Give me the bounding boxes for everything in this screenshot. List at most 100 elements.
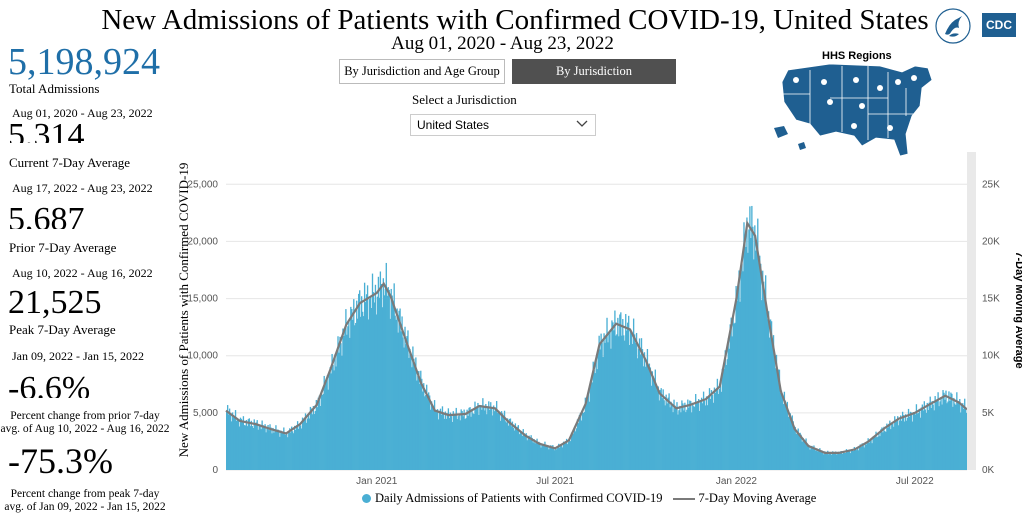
daily-admissions-bar: [933, 410, 935, 470]
daily-admissions-bar: [468, 407, 470, 470]
daily-admissions-bar: [591, 382, 593, 470]
daily-admissions-bar: [419, 383, 421, 470]
daily-admissions-bar: [562, 441, 565, 470]
daily-admissions-bar: [493, 405, 495, 470]
daily-admissions-bar: [417, 375, 419, 470]
daily-admissions-bar: [751, 205, 753, 471]
daily-admissions-bar: [408, 357, 410, 470]
daily-admissions-bar: [513, 430, 516, 470]
daily-admissions-bar: [450, 416, 453, 470]
daily-admissions-bar: [537, 443, 539, 470]
daily-admissions-bar: [258, 425, 260, 470]
daily-admissions-bar: [837, 451, 840, 470]
daily-admissions-bar: [509, 418, 512, 470]
x-axis-ticks: Jan 2021 Jul 2021 Jan 2022 Jul 2022: [356, 476, 934, 487]
daily-admissions-bar: [244, 425, 247, 470]
daily-admissions-bar: [248, 418, 250, 470]
daily-admissions-bar: [241, 422, 244, 470]
daily-admissions-bar: [288, 430, 290, 470]
daily-admissions-bar: [471, 408, 473, 470]
daily-admissions-bar: [875, 431, 877, 470]
daily-admissions-bar: [487, 407, 489, 470]
current-7day-avg-value: 5,314: [8, 119, 85, 143]
daily-admissions-bar: [924, 409, 926, 470]
daily-admissions-bar: [673, 399, 675, 470]
daily-admissions-bar: [465, 418, 467, 470]
daily-admissions-bar: [505, 422, 508, 470]
daily-admissions-bar: [903, 421, 906, 470]
daily-admissions-bar: [486, 414, 488, 470]
daily-admissions-bar: [828, 454, 830, 470]
daily-admissions-bar: [879, 436, 881, 470]
line-series-swatch: [672, 497, 695, 500]
daily-admissions-bar: [396, 308, 398, 470]
daily-admissions-bar: [669, 407, 671, 470]
daily-admissions-bar: [741, 263, 743, 470]
daily-admissions-bar: [938, 406, 940, 470]
daily-admissions-bar: [792, 421, 794, 470]
daily-admissions-bar: [275, 425, 277, 470]
daily-admissions-bar: [931, 401, 933, 470]
daily-admissions-bar: [597, 352, 599, 470]
daily-admissions-bar: [434, 411, 437, 470]
daily-admissions-bar: [628, 315, 630, 470]
daily-admissions-bar: [665, 394, 667, 470]
daily-admissions-bar: [814, 448, 816, 470]
daily-admissions-bar: [477, 402, 479, 470]
hhs-regions-map[interactable]: [770, 58, 942, 162]
daily-admissions-bar: [900, 420, 903, 470]
daily-admissions-bar: [279, 436, 281, 470]
daily-admissions-bar: [713, 387, 716, 470]
daily-admissions-bar: [878, 432, 880, 470]
jurisdiction-select[interactable]: United States: [410, 114, 596, 136]
daily-admissions-bar: [333, 370, 335, 470]
daily-admissions-bar: [240, 418, 243, 470]
y2-axis-ticks: 0K 5K 10K 15K 20K 25K: [982, 179, 1000, 476]
daily-admissions-bar: [356, 300, 358, 470]
daily-admissions-bar: [511, 421, 514, 470]
daily-admissions-bar: [252, 427, 254, 470]
toggle-jurisdiction[interactable]: By Jurisdiction: [512, 59, 676, 84]
daily-admissions-bar: [339, 336, 341, 470]
toggle-jurisdiction-age-group[interactable]: By Jurisdiction and Age Group: [339, 59, 505, 84]
daily-admissions-bar: [360, 296, 363, 470]
daily-admissions-bar: [514, 423, 517, 470]
daily-admissions-bar: [958, 401, 960, 470]
daily-admissions-bar: [361, 311, 364, 470]
daily-admissions-bar: [890, 429, 892, 470]
daily-admissions-bar: [425, 395, 427, 470]
daily-admissions-bar: [747, 252, 749, 470]
daily-admissions-bar: [428, 392, 430, 470]
y-axis-label: New Admissions of Patients with Confirme…: [176, 163, 191, 458]
daily-admissions-bar: [485, 404, 487, 470]
chart-scrollbar[interactable]: [967, 152, 976, 470]
daily-admissions-bar: [680, 412, 682, 470]
total-admissions-label: Total Admissions: [9, 81, 100, 96]
daily-admissions-bar: [857, 450, 859, 470]
daily-admissions-bar: [501, 413, 504, 470]
y2-tick-label: 15K: [982, 294, 1000, 305]
y2-tick-label: 20K: [982, 236, 1000, 247]
daily-admissions-bar: [427, 397, 429, 470]
daily-admissions-bar: [535, 442, 537, 470]
daily-admissions-bar: [855, 450, 857, 470]
daily-admissions-bar: [695, 394, 697, 470]
daily-admissions-bar: [846, 451, 849, 470]
daily-admissions-bar: [782, 404, 785, 470]
daily-admissions-bar: [603, 333, 605, 470]
daily-admissions-bar: [806, 444, 808, 470]
daily-admissions-bar: [676, 402, 678, 470]
daily-admissions-bar: [934, 396, 936, 470]
daily-admissions-bar: [827, 450, 829, 470]
daily-admissions-bar: [735, 285, 737, 470]
daily-admissions-bar: [648, 363, 651, 470]
daily-admissions-bar: [467, 415, 469, 470]
daily-admissions-bar: [654, 369, 656, 470]
daily-admissions-bar: [937, 392, 939, 470]
daily-admissions-bar: [943, 392, 945, 470]
daily-admissions-bar: [355, 322, 357, 470]
daily-admissions-bar: [431, 406, 434, 470]
daily-admissions-bar: [765, 312, 768, 470]
daily-admissions-bar: [623, 335, 625, 470]
daily-admissions-bar: [391, 295, 393, 470]
